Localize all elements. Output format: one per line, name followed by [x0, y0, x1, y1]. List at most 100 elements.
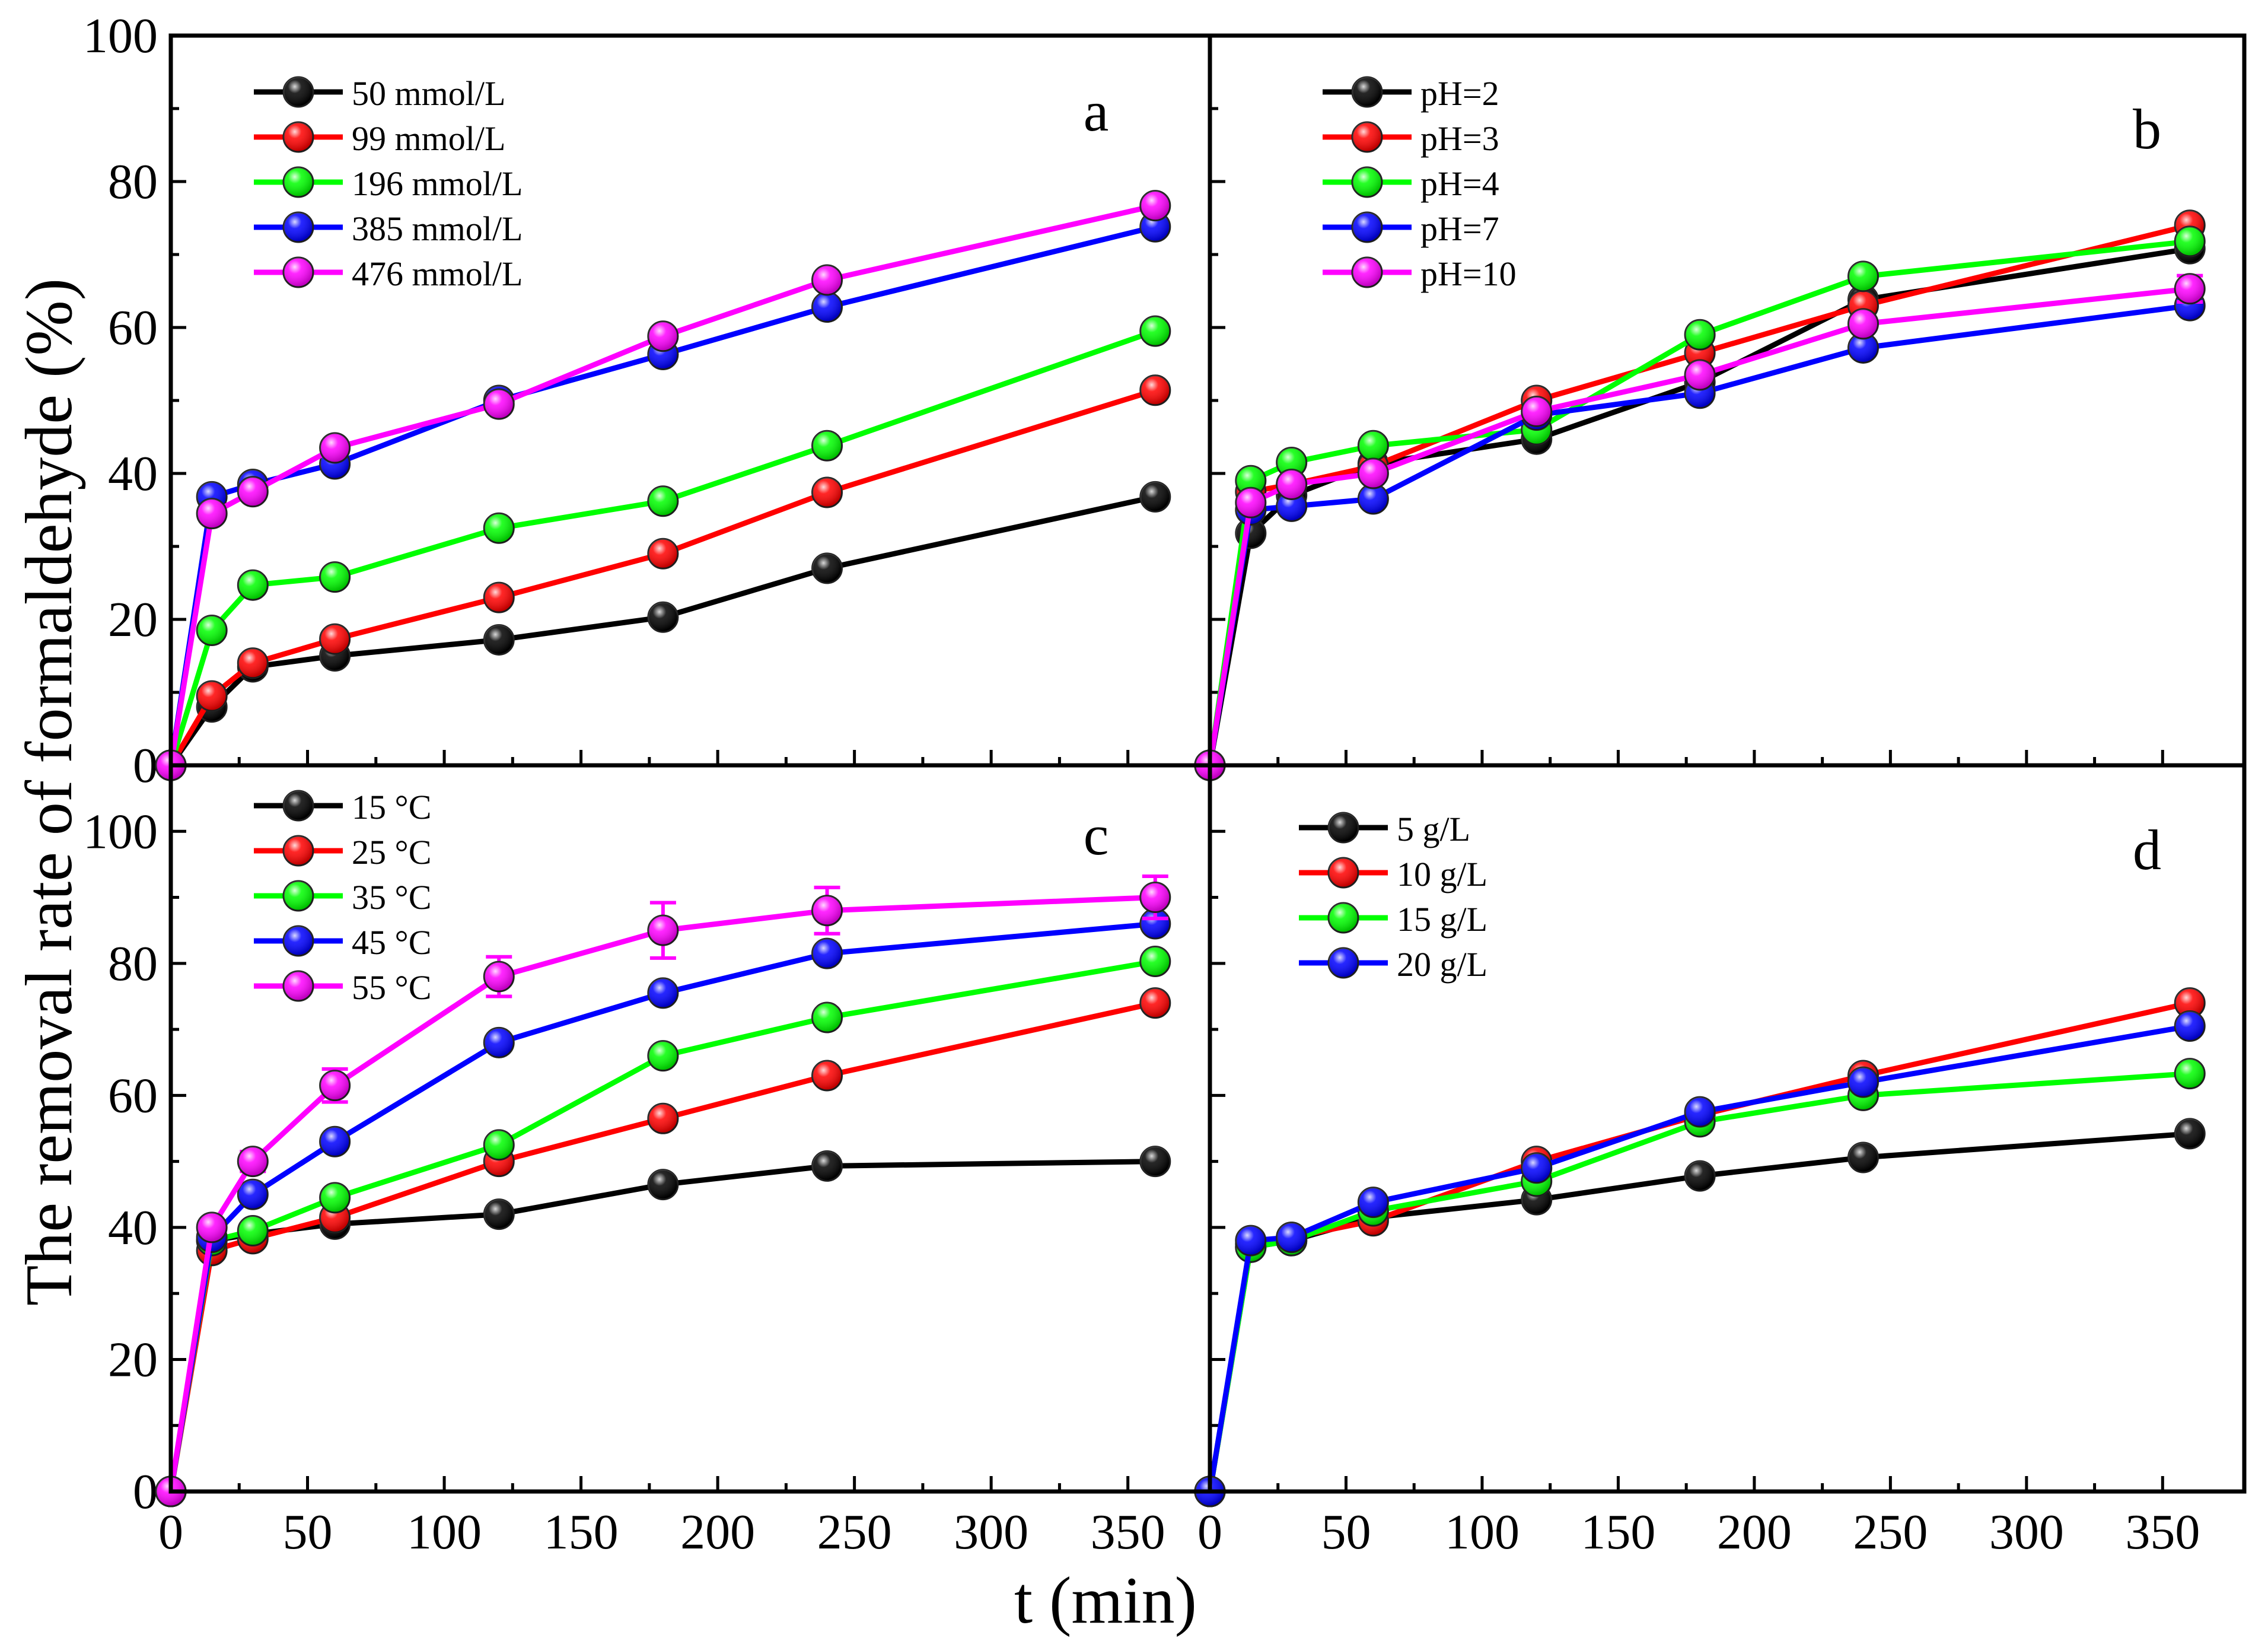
- data-point-shine: [1140, 988, 1170, 1018]
- tick-marks: [169, 34, 1130, 767]
- series-10-g-l: [1194, 987, 2206, 1508]
- panels: 0 20 40 60 80 100 50 mmol/L 99 mmol/L 196 mmol/L…: [83, 8, 2206, 1560]
- x-tick-label: 100: [407, 1505, 482, 1560]
- legend-marker-shine: [1352, 167, 1382, 197]
- legend-marker-shine: [1329, 948, 1358, 978]
- y-tick-label: 0: [133, 1464, 158, 1519]
- data-point-shine: [320, 432, 350, 463]
- data-point-shine: [484, 1130, 514, 1160]
- data-point-shine: [648, 321, 678, 351]
- legend-marker-shine: [284, 167, 313, 197]
- data-point-shine: [1235, 1226, 1266, 1256]
- y-tick-label: 100: [83, 8, 158, 63]
- data-point-shine: [2175, 988, 2205, 1018]
- data-point-shine: [484, 1199, 514, 1229]
- y-tick-label: 80: [108, 154, 158, 209]
- series-15-c: [155, 1146, 1171, 1508]
- panel-label: a: [1084, 79, 1109, 143]
- data-point-shine: [2175, 226, 2205, 256]
- panel-d: 0 50 100 150 200 250 300 350 5 g/L 10 g/L 15 g/L 20…: [1194, 764, 2206, 1560]
- data-point-shine: [812, 265, 842, 295]
- data-point-shine: [812, 477, 842, 507]
- x-tick-label: 100: [1445, 1505, 1520, 1560]
- data-point-shine: [197, 615, 227, 645]
- y-axis-label: The removal rate of formaldehyde (%): [12, 278, 86, 1306]
- data-point-shine: [1685, 320, 1715, 350]
- legend-marker-shine: [1352, 77, 1382, 107]
- data-point-shine: [320, 1070, 350, 1101]
- legend: 50 mmol/L 99 mmol/L 196 mmol/L 385 mmol/L 47…: [254, 74, 523, 293]
- data-point-shine: [238, 1146, 268, 1176]
- data-point-shine: [1276, 469, 1307, 500]
- series-line: [1207, 1000, 2191, 1492]
- y-tick-label: 20: [108, 592, 158, 647]
- data-point-shine: [2175, 1058, 2205, 1089]
- legend-label: 50 mmol/L: [352, 74, 505, 113]
- data-point-shine: [238, 476, 268, 507]
- y-tick-label: 100: [83, 804, 158, 859]
- data-point-shine: [2175, 1118, 2205, 1149]
- data-point-shine: [1358, 431, 1388, 461]
- data-point-shine: [320, 1127, 350, 1157]
- data-point-shine: [1848, 1067, 1878, 1098]
- x-tick-label: 200: [680, 1505, 755, 1560]
- series-line: [168, 1000, 1156, 1492]
- data-point-shine: [484, 1028, 514, 1058]
- legend-label: 15 °C: [352, 788, 431, 826]
- legend-label: 385 mmol/L: [352, 209, 523, 248]
- legend: 15 °C 25 °C 35 °C 45 °C 55 °C: [254, 788, 431, 1007]
- panel-a: 0 20 40 60 80 100 50 mmol/L 99 mmol/L 196 mmol/L…: [83, 8, 1171, 793]
- legend-label: 99 mmol/L: [352, 119, 505, 158]
- legend-label: pH=2: [1420, 74, 1499, 113]
- data-point-shine: [320, 624, 350, 654]
- series-line: [168, 921, 1156, 1492]
- legend-label: 10 g/L: [1397, 855, 1487, 893]
- data-point-shine: [1358, 484, 1388, 514]
- x-tick-label: 300: [1989, 1505, 2064, 1560]
- legend-label: 20 g/L: [1397, 945, 1487, 984]
- legend-marker-shine: [284, 257, 313, 287]
- x-tick-label: 350: [2125, 1505, 2200, 1560]
- data-point-shine: [648, 1041, 678, 1071]
- legend-label: 25 °C: [352, 833, 431, 872]
- x-tick-label: 200: [1717, 1505, 1792, 1560]
- legend-marker-shine: [1352, 212, 1382, 242]
- legend-marker-shine: [1352, 257, 1382, 287]
- y-tick-label: 40: [108, 1200, 158, 1255]
- data-point-shine: [1140, 316, 1170, 346]
- legend-marker-shine: [284, 836, 313, 866]
- legend-label: pH=7: [1420, 209, 1499, 248]
- y-tick-label: 60: [108, 300, 158, 355]
- data-point-shine: [1358, 1187, 1388, 1217]
- data-point-shine: [648, 1169, 678, 1200]
- legend-label: 55 °C: [352, 968, 431, 1007]
- legend-label: 35 °C: [352, 878, 431, 917]
- legend-marker-shine: [284, 926, 313, 956]
- series-ph-2: [1194, 233, 2206, 781]
- series-55-c: [155, 874, 1171, 1508]
- data-point-shine: [1140, 882, 1170, 912]
- data-point-shine: [197, 1212, 227, 1242]
- x-tick-label: 50: [283, 1505, 333, 1560]
- legend: 5 g/L 10 g/L 15 g/L 20 g/L: [1299, 810, 1487, 984]
- panel-c: 0 50 100 150 200 250 300 350 0 20 40 60 80 100 15 °C 25…: [83, 764, 1171, 1560]
- panel-label: d: [2133, 818, 2161, 882]
- data-point-shine: [1235, 466, 1266, 496]
- y-tick-label: 60: [108, 1068, 158, 1123]
- data-point-shine: [812, 895, 842, 926]
- data-point-shine: [484, 962, 514, 992]
- data-point-shine: [1140, 909, 1170, 939]
- legend-marker-shine: [284, 212, 313, 242]
- data-point-shine: [1848, 1142, 1878, 1172]
- legend-marker-shine: [1329, 903, 1358, 933]
- legend: pH=2 pH=3 pH=4 pH=7 pH=10: [1323, 74, 1517, 293]
- legend-label: 196 mmol/L: [352, 164, 523, 203]
- series-476-mmol-l: [155, 190, 1171, 781]
- data-point-shine: [238, 1179, 268, 1210]
- legend-marker-shine: [1329, 813, 1358, 842]
- x-tick-label: 300: [954, 1505, 1028, 1560]
- x-tick-label: 150: [544, 1505, 619, 1560]
- data-point-shine: [648, 539, 678, 569]
- x-tick-label: 0: [158, 1505, 183, 1560]
